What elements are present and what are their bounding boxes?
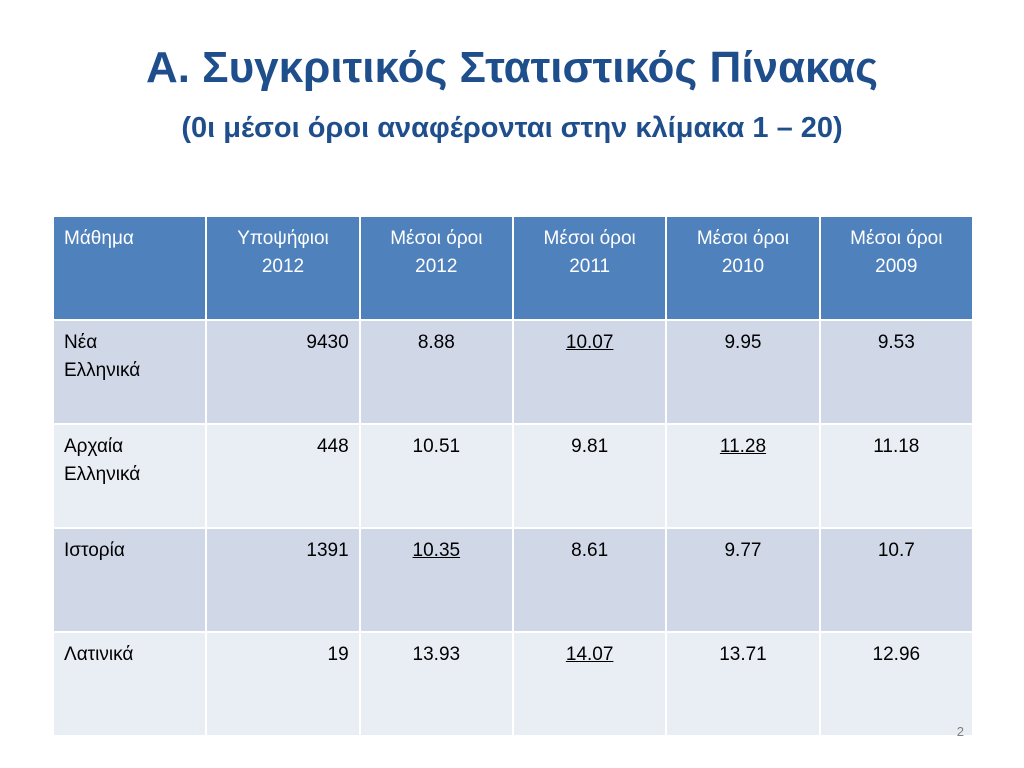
candidates-cell: 1391	[205, 527, 361, 633]
slide-title: Α. Συγκριτικός Στατιστικός Πίνακας	[145, 43, 879, 92]
avg-2011-cell: 9.81	[511, 423, 668, 529]
subject-cell: Αρχαία Ελληνικά	[51, 423, 208, 529]
avg-2011-cell: 14.07	[511, 631, 668, 737]
avg-2012-cell: 8.88	[358, 319, 514, 425]
avg-2009-cell: 10.7	[818, 527, 974, 633]
candidates-cell: 448	[205, 423, 361, 529]
header-avg-2010: Μέσοι όροι 2010	[665, 215, 821, 321]
header-avg-2011: Μέσοι όροι 2011	[511, 215, 668, 321]
subject-cell: Νέα Ελληνικά	[51, 319, 208, 425]
header-avg-2012: Μέσοι όροι 2012	[358, 215, 514, 321]
header-subject: Μάθημα	[51, 215, 208, 321]
avg-2009-cell: 11.18	[818, 423, 974, 529]
avg-2012-cell: 10.51	[358, 423, 514, 529]
header-avg-2009: Μέσοι όροι 2009	[818, 215, 974, 321]
avg-2009-cell: 12.96	[818, 631, 974, 737]
table-row: Λατινικά 19 13.93 14.07 13.71 12.96	[51, 631, 974, 737]
subject-cell: Λατινικά	[51, 631, 208, 737]
slide-subtitle: (0ι μέσοι όροι αναφέρονται στην κλίμακα …	[181, 112, 843, 144]
subject-cell: Ιστορία	[51, 527, 208, 633]
header-candidates-2012: Υποψήφιοι 2012	[205, 215, 361, 321]
avg-2012-cell: 10.35	[358, 527, 514, 633]
avg-2009-cell: 9.53	[818, 319, 974, 425]
avg-2011-cell: 10.07	[511, 319, 668, 425]
page-number: 2	[956, 724, 964, 739]
candidates-cell: 9430	[205, 319, 361, 425]
avg-2010-cell: 13.71	[665, 631, 821, 737]
stats-table: Μάθημα Υποψήφιοι 2012 Μέσοι όροι 2012 Μέσο…	[51, 215, 974, 737]
avg-2010-cell: 9.77	[665, 527, 821, 633]
avg-2011-cell: 8.61	[511, 527, 668, 633]
avg-2010-cell: 9.95	[665, 319, 821, 425]
table-row: Ιστορία 1391 10.35 8.61 9.77 10.7	[51, 527, 974, 633]
table-header-row: Μάθημα Υποψήφιοι 2012 Μέσοι όροι 2012 Μέσο…	[51, 215, 974, 321]
table-row: Αρχαία Ελληνικά 448 10.51 9.81 11.28 11.1…	[51, 423, 974, 529]
table-row: Νέα Ελληνικά 9430 8.88 10.07 9.95 9.53	[51, 319, 974, 425]
candidates-cell: 19	[205, 631, 361, 737]
avg-2012-cell: 13.93	[358, 631, 514, 737]
avg-2010-cell: 11.28	[665, 423, 821, 529]
